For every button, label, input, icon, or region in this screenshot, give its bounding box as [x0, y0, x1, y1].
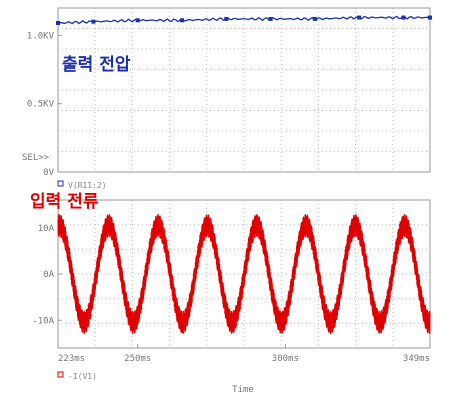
output-voltage-point	[428, 16, 432, 20]
bottom-y-tick-label: 0A	[43, 270, 54, 280]
voltage-legend-label: V(R11:2)	[68, 181, 107, 190]
output-voltage-point	[136, 18, 140, 22]
x-tick-label: 250ms	[124, 354, 151, 364]
output-voltage-point	[180, 18, 184, 22]
output-voltage-point	[224, 17, 228, 21]
bottom-y-tick-label: 10A	[38, 224, 55, 234]
bottom-y-tick-label: -10A	[32, 316, 54, 326]
current-legend-label: -I(V1)	[68, 372, 97, 381]
output-voltage-annotation: 출력 전압	[62, 54, 131, 75]
current-legend-marker	[58, 372, 63, 377]
top-y-tick-label: 0.5KV	[27, 100, 55, 110]
top-y-tick-label: 0V	[43, 168, 54, 178]
x-tick-label: 349ms	[403, 354, 430, 364]
output-voltage-point	[401, 16, 405, 20]
output-voltage-point	[269, 17, 273, 21]
output-voltage-point	[56, 21, 60, 25]
output-voltage-point	[313, 17, 317, 21]
sel-marker-label: SEL>>	[22, 153, 50, 163]
top-y-tick-label: 1.0KV	[27, 31, 55, 41]
x-tick-label: 300ms	[272, 354, 299, 364]
x-tick-labels: 223ms 250ms 300ms 349ms	[58, 344, 430, 364]
output-voltage-point	[91, 20, 95, 24]
output-voltage-point	[357, 16, 361, 20]
input-current-annotation: 입력 전류	[30, 192, 99, 212]
output-voltage-line	[58, 16, 430, 23]
voltage-legend-marker	[58, 181, 63, 186]
x-tick-label: 223ms	[58, 354, 85, 364]
x-axis-title: Time	[232, 385, 254, 395]
top-plot-grid	[58, 8, 430, 172]
